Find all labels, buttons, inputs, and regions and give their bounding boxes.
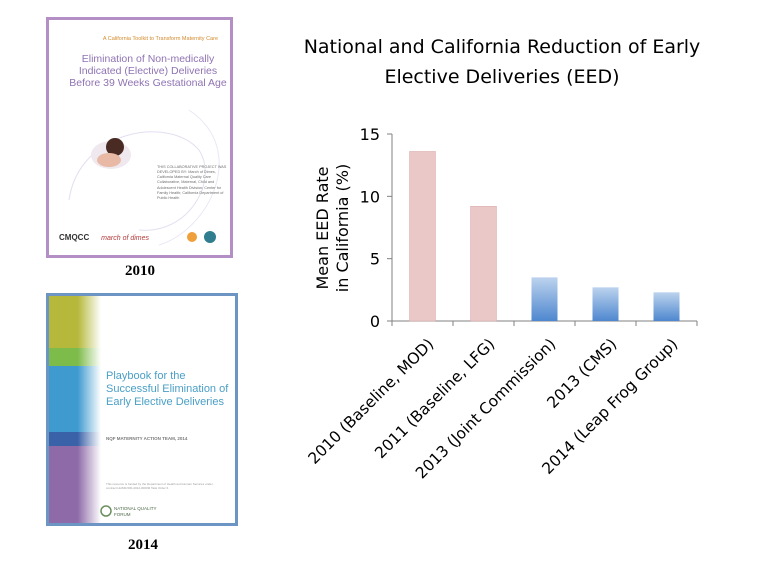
- toolkit-cover-2010: A California Toolkit to Transform Matern…: [46, 17, 233, 258]
- cover-2010-year: 2010: [125, 263, 155, 279]
- y-axis-label-line-2: in California (%): [333, 164, 352, 292]
- y-tick-label: 15: [360, 125, 380, 144]
- chart-title: National and California Reduction of Ear…: [303, 36, 701, 88]
- cover-2010-title: Elimination of Non-medically Indicated (…: [69, 53, 227, 90]
- band-fade: [49, 296, 101, 523]
- y-axis-label-line-1: Mean EED Rate: [313, 167, 332, 290]
- playbook-cover-2014: Playbook for the Successful Elimination …: [46, 293, 238, 526]
- cover-2014-bands: [49, 296, 112, 523]
- cover-2014-year: 2014: [128, 537, 158, 553]
- cmqcc-logo: CMQCC: [59, 233, 90, 242]
- cover-2010-logos: CMQCC march of dimes: [59, 233, 229, 242]
- cover-2010-tagline: A California Toolkit to Transform Matern…: [102, 36, 218, 42]
- bar: [409, 151, 436, 322]
- nqf-logo-icon: [100, 505, 112, 517]
- y-axis-label: Mean EED Rate in California (%): [313, 164, 352, 292]
- bar: [470, 206, 497, 322]
- bar: [592, 287, 619, 321]
- cover-2010-swirl: [68, 109, 220, 246]
- figure-logo-icon: [187, 232, 197, 242]
- y-tick-label: 10: [360, 187, 380, 206]
- cover-2014-title: Playbook for the Successful Elimination …: [106, 370, 229, 408]
- cover-2014-fine-print: This resource is funded by the Departmen…: [106, 482, 213, 490]
- cover-2010-credits: THIS COLLABORATIVE PROJECT WAS DEVELOPED…: [157, 165, 227, 200]
- cdph-logo-icon: [204, 231, 216, 243]
- y-tick-label: 0: [370, 312, 380, 331]
- mother-head-shape: [106, 138, 124, 156]
- cover-2014-org: NATIONAL QUALITY FORUM: [114, 506, 157, 517]
- march-of-dimes-logo: march of dimes: [101, 235, 150, 242]
- y-tick-label: 5: [370, 250, 380, 269]
- cover-2014-subtitle: NQF MATERNITY ACTION TEAM, 2014: [106, 436, 188, 441]
- baby-shape: [97, 153, 121, 167]
- bar: [531, 277, 558, 321]
- x-tick-label: 2011 (Baseline, LFG): [371, 335, 498, 462]
- x-tick-label: 2010 (Baseline, MOD): [305, 335, 438, 468]
- bar: [653, 292, 680, 321]
